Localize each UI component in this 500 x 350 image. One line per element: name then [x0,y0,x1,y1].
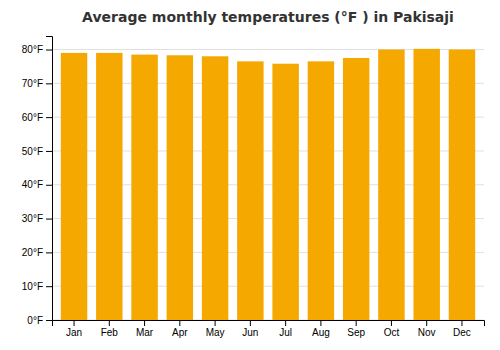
tick-label: Jan [66,327,82,338]
x-axis: Jan Feb Mar Apr May Jun Jul Aug Sep Oct Nov Dec [53,320,485,338]
y-tick: 0°F [27,315,52,326]
tick-mark [250,320,251,326]
bar [449,50,475,320]
chart: 0°F 10°F 20°F 30°F 40°F 50°F 60°F 70°F 80°F Jan Fe… [0,0,500,350]
y-tick: 10°F [22,281,52,292]
x-tick: Jan [66,320,82,338]
tick-mark [461,320,462,326]
tick-label: Jun [242,327,258,338]
tick-label: Sep [347,327,365,338]
y-tick: 30°F [22,213,52,224]
tick-mark [74,320,75,326]
x-tick: Feb [101,320,119,338]
tick-label: Feb [101,327,119,338]
tick-label: 50°F [22,146,43,157]
y-tick: 20°F [22,247,52,258]
tick-label: 60°F [22,112,43,123]
tick-mark [46,117,52,118]
tick-label: 10°F [22,281,43,292]
tick-mark [426,320,427,326]
tick-label: Mar [136,327,154,338]
tick-mark [109,320,110,326]
bar [343,58,369,320]
x-tick: Apr [172,320,188,338]
x-tick: Dec [453,320,471,338]
bar [167,55,193,320]
tick-mark [356,320,357,326]
tick-label: Jul [279,327,292,338]
y-tick: 40°F [22,179,52,190]
tick-mark [46,151,52,152]
tick-label: May [206,327,225,338]
tick-label: 70°F [22,78,43,89]
tick-mark [391,320,392,326]
x-tick: Nov [418,320,436,338]
tick-mark [46,50,52,51]
bar [202,56,228,320]
tick-mark [215,320,216,326]
tick-mark [46,83,52,84]
x-tick: Jul [279,320,292,338]
tick-mark [320,320,321,326]
tick-mark [46,320,52,321]
tick-mark [179,320,180,326]
tick-label: Aug [312,327,330,338]
plot-area: 0°F 10°F 20°F 30°F 40°F 50°F 60°F 70°F 80°F Jan Fe… [22,37,485,339]
tick-mark [144,320,145,326]
tick-label: 30°F [22,213,43,224]
tick-mark [46,219,52,220]
tick-label: 20°F [22,247,43,258]
y-axis: 0°F 10°F 20°F 30°F 40°F 50°F 60°F 70°F 80°F [22,37,53,326]
tick-label: Nov [418,327,436,338]
x-tick: Jun [242,320,258,338]
tick-label: 80°F [22,44,43,55]
bar [96,53,122,320]
tick-mark [46,286,52,287]
bar [131,55,157,320]
tick-mark [285,320,286,326]
bar [237,61,263,320]
bars [61,49,475,320]
tick-label: 40°F [22,179,43,190]
axis-line [46,37,53,321]
y-tick: 60°F [22,112,52,123]
bar [308,61,334,320]
title: Average monthly temperatures (°F ) in Pa… [82,9,454,25]
bar [272,64,298,320]
x-tick: Mar [136,320,154,338]
x-tick: May [206,320,225,338]
y-tick: 50°F [22,146,52,157]
bar [61,53,87,320]
bar [413,49,439,320]
y-tick: 70°F [22,78,52,89]
tick-mark [46,185,52,186]
tick-mark [46,252,52,253]
axis-line [53,321,485,327]
y-tick: 80°F [22,44,52,55]
tick-label: Apr [172,327,188,338]
tick-label: 0°F [27,315,43,326]
bar [378,50,404,320]
x-tick: Sep [347,320,365,338]
x-tick: Oct [384,320,400,338]
grid [52,50,484,320]
x-tick: Aug [312,320,330,338]
tick-label: Oct [384,327,400,338]
tick-label: Dec [453,327,471,338]
